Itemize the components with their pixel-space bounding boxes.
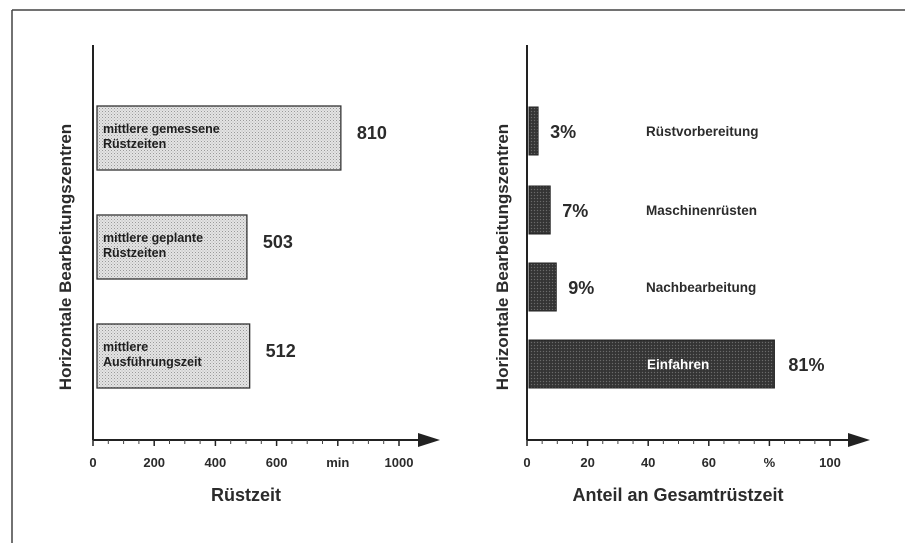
bar — [528, 106, 539, 156]
bar-label: mittlere geplante — [103, 231, 203, 245]
x-tick-label: 20 — [580, 455, 594, 470]
bar-label: mittlere — [103, 340, 148, 354]
bar — [528, 185, 551, 235]
bar-value-label: 810 — [357, 123, 387, 143]
right-x-axis-arrow — [848, 433, 870, 447]
bar — [528, 262, 557, 312]
bar-label: Rüstzeiten — [103, 137, 166, 151]
category-label: Nachbearbeitung — [646, 280, 756, 295]
bar — [96, 323, 251, 389]
left-x-axis-arrow — [418, 433, 440, 447]
bar-value-label: 512 — [266, 341, 296, 361]
bar — [96, 214, 248, 280]
x-tick-label: min — [326, 455, 349, 470]
bar-value-label: 81% — [788, 355, 824, 375]
x-tick-label: % — [764, 455, 776, 470]
x-tick-label: 400 — [205, 455, 227, 470]
x-tick-label: 200 — [143, 455, 165, 470]
bar-label: mittlere gemessene — [103, 122, 220, 136]
x-tick-label: 100 — [819, 455, 841, 470]
bar-label: Ausführungszeit — [103, 355, 202, 369]
x-tick-label: 60 — [702, 455, 716, 470]
left-bar-chart: Horizontale Bearbeitungszentren 0 200 400 6… — [56, 45, 440, 505]
bar-value-label: 7% — [562, 201, 588, 221]
bar-value-label: 3% — [550, 122, 576, 142]
bar-value-label: 503 — [263, 232, 293, 252]
bar-label: Rüstzeiten — [103, 246, 166, 260]
x-tick-label: 600 — [266, 455, 288, 470]
right-bar-chart: Horizontale Bearbeitungszentren 0 20 40 60%… — [493, 45, 870, 505]
x-tick-label: 1000 — [385, 455, 414, 470]
left-x-axis-title: Rüstzeit — [211, 485, 281, 505]
category-label: Rüstvorbereitung — [646, 124, 759, 139]
left-y-axis-label: Horizontale Bearbeitungszentren — [56, 124, 75, 390]
right-x-axis-title: Anteil an Gesamtrüstzeit — [572, 485, 783, 505]
category-label: Einfahren — [647, 357, 709, 372]
right-y-axis-label: Horizontale Bearbeitungszentren — [493, 124, 512, 390]
x-tick-label: 0 — [89, 455, 96, 470]
bar-value-label: 9% — [568, 278, 594, 298]
bar — [528, 339, 775, 389]
category-label: Maschinenrüsten — [646, 203, 757, 218]
bar — [96, 105, 342, 171]
x-tick-label: 40 — [641, 455, 655, 470]
x-tick-label: 0 — [523, 455, 530, 470]
